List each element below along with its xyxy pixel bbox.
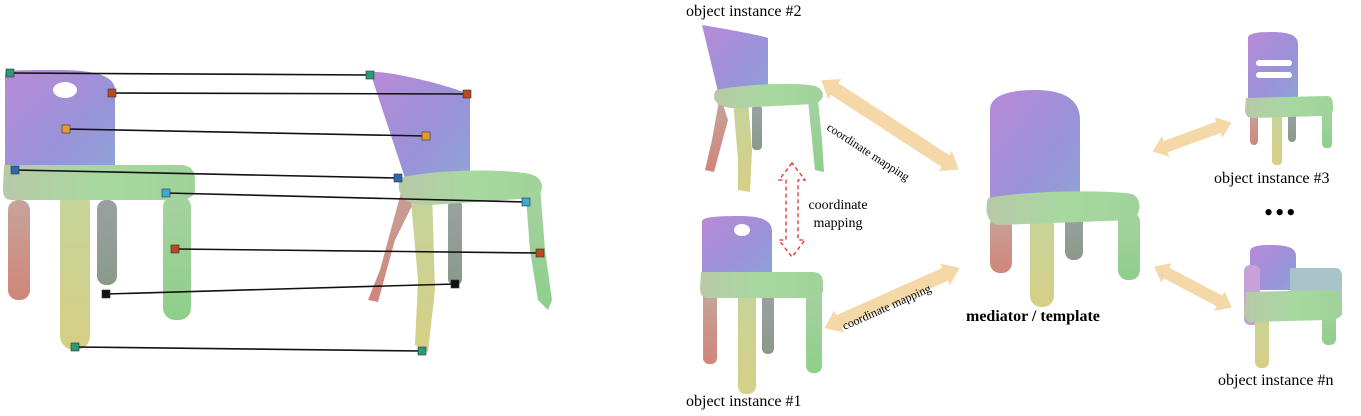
corr-line-8	[74, 346, 423, 352]
arrow-template-instancen	[1154, 263, 1232, 311]
marker-cyan-a5	[161, 188, 171, 198]
marker-black-b7	[450, 279, 460, 289]
chair-instance-n	[1244, 245, 1342, 368]
label-mapping-vertical-line2: mapping	[813, 216, 863, 231]
arrow-instance2-template	[821, 78, 959, 172]
marker-black-a7	[101, 289, 111, 299]
corr-line-1	[9, 72, 371, 76]
arrow-instance1-template	[824, 263, 960, 333]
label-instance-n: object instance #n	[1218, 372, 1334, 389]
corr-line-5	[165, 192, 527, 203]
chair-b-right	[368, 71, 552, 352]
marker-cyan-b5	[521, 197, 531, 207]
left-correspondence-panel	[3, 68, 552, 356]
marker-orange-a3	[61, 124, 71, 134]
label-instance-1: object instance #1	[686, 393, 802, 410]
corr-line-3	[65, 128, 427, 137]
mapping-arrows	[821, 78, 1232, 333]
correspondence-lines	[9, 72, 541, 352]
label-instance-2: object instance #2	[686, 3, 802, 20]
ellipsis-dots: •••	[1264, 198, 1298, 227]
marker-teal-a8	[70, 342, 80, 352]
marker-orange-b3	[421, 131, 431, 141]
marker-teal-b8	[417, 346, 427, 356]
marker-rust-b2	[462, 89, 472, 99]
corr-line-6	[174, 248, 541, 254]
chair-a-left	[3, 70, 195, 350]
chair-instance-1	[700, 216, 823, 394]
label-mapping-vertical-line1: coordinate	[808, 198, 868, 213]
chair-template	[986, 90, 1140, 307]
arrow-template-instance3	[1152, 117, 1232, 157]
marker-rust-b6	[535, 248, 545, 258]
chair-instance-3	[1245, 32, 1333, 165]
chair-instance-2	[702, 25, 824, 192]
marker-blue-b4	[393, 173, 403, 183]
label-template: mediator / template	[966, 308, 1100, 325]
marker-rust-a2	[107, 88, 117, 98]
marker-rust-a6	[170, 244, 180, 254]
label-instance-3: object instance #3	[1214, 170, 1330, 187]
correspondence-markers	[5, 68, 545, 356]
marker-blue-a4	[10, 165, 20, 175]
corr-line-2	[111, 92, 468, 95]
corr-line-7	[105, 283, 456, 295]
mediator-diagram-panel	[700, 25, 1342, 394]
corr-line-4	[14, 169, 399, 179]
marker-teal-b1	[365, 70, 375, 80]
marker-teal-a1	[5, 68, 15, 78]
label-mapping-vertical: coordinate mapping	[800, 197, 876, 233]
